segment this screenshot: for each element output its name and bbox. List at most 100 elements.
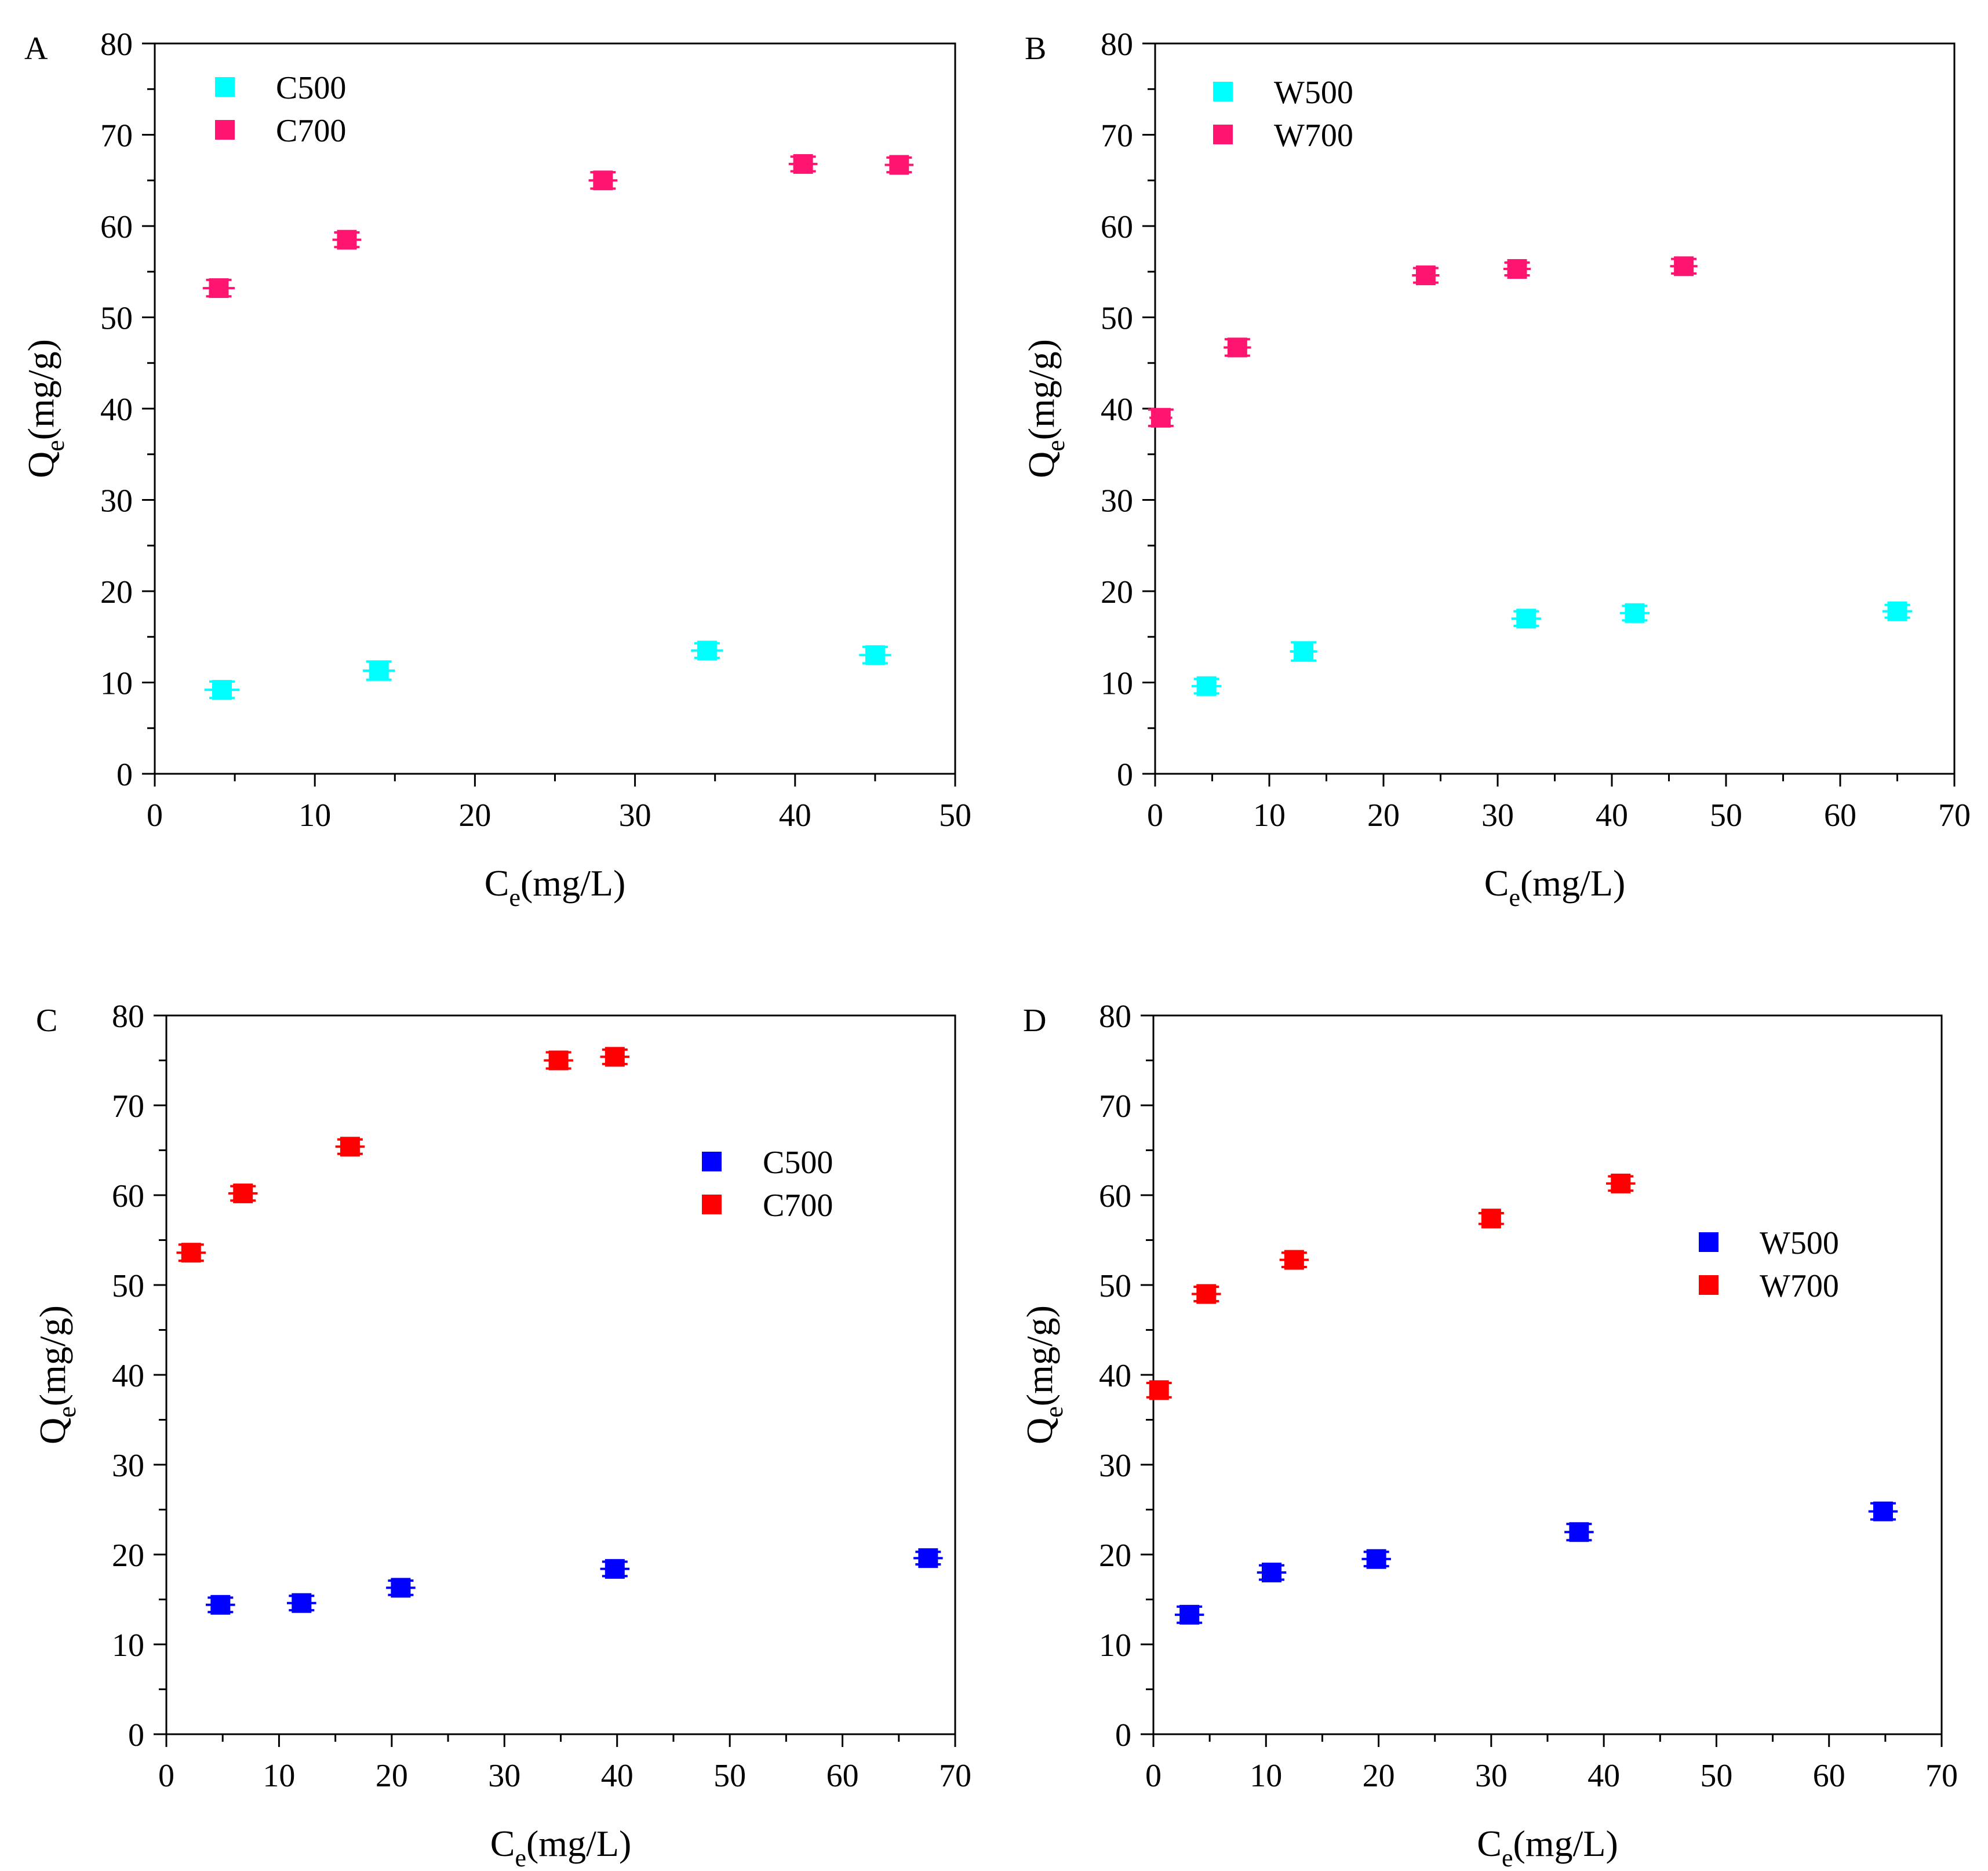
x-axis-label-main: C (485, 862, 509, 904)
y-tick-label: 80 (112, 999, 144, 1035)
x-axis-label-main: C (1477, 1823, 1502, 1864)
y-tick-label: 20 (1099, 1538, 1131, 1574)
y-tick-label: 70 (1099, 1089, 1131, 1124)
data-point (1503, 259, 1531, 279)
y-tick-label: 60 (112, 1178, 144, 1214)
point-marker (391, 1578, 411, 1598)
point-marker (605, 1047, 625, 1067)
data-point (1478, 1208, 1504, 1229)
chart-panel-b: B0 10 20 30 40 50 60 7001020304050607080Ce(mg/L… (1021, 27, 1971, 912)
point-marker (697, 640, 717, 661)
point-marker (793, 154, 813, 174)
data-point (1146, 1380, 1172, 1400)
data-point (1619, 603, 1650, 623)
y-tick-label: 10 (112, 1628, 144, 1663)
y-axis-label-sub: e (1042, 440, 1070, 452)
y-tick-label: 70 (1101, 118, 1133, 154)
x-axis-label-unit: (mg/L) (1520, 862, 1625, 904)
x-tick-label: 50 (939, 798, 971, 833)
y-tick-label: 60 (1101, 209, 1133, 245)
x-tick-label: 50 (1710, 798, 1742, 833)
y-tick-label: 0 (1115, 1717, 1131, 1753)
plot-frame (1152, 1014, 1943, 1735)
point-marker (1284, 1250, 1304, 1270)
x-axis-label-unit: (mg/L) (520, 862, 625, 904)
x-axis-label: Ce(mg/L) (485, 862, 626, 912)
data-point (1257, 1563, 1287, 1582)
data-point (1882, 601, 1913, 621)
chart-panel-a: A0 10 20 30 40 5001020304050607080Ce(mg/L)Qe(… (20, 27, 971, 912)
x-tick-label: 20 (376, 1758, 408, 1794)
y-tick-label: 10 (100, 666, 133, 702)
y-tick-label: 60 (1099, 1178, 1131, 1214)
x-axis-label-main: C (1484, 862, 1509, 904)
x-axis-label-sub: e (509, 883, 520, 912)
y-tick-label: 10 (1099, 1628, 1131, 1663)
point-marker (1149, 1380, 1169, 1400)
x-tick-label: 50 (1700, 1758, 1732, 1794)
y-axis-label-unit: (mg/g) (32, 1305, 73, 1406)
data-point (1868, 1501, 1898, 1521)
point-marker (889, 155, 909, 175)
point-marker (548, 1050, 569, 1071)
data-point (1606, 1173, 1636, 1193)
legend-label: C500 (276, 70, 346, 106)
x-tick-label: 70 (1925, 1758, 1958, 1794)
data-point (1511, 609, 1541, 629)
point-marker (369, 661, 389, 681)
y-tick-label: 50 (100, 301, 133, 337)
y-tick-label: 20 (100, 574, 133, 610)
y-axis-label-main: Q (32, 1418, 73, 1444)
x-tick-label: 20 (1363, 1758, 1395, 1794)
x-tick-label: 40 (601, 1758, 633, 1794)
x-tick-label: 0 (1147, 798, 1163, 833)
y-tick-label: 10 (1101, 666, 1133, 702)
data-point (600, 1559, 630, 1579)
data-point (363, 660, 395, 681)
x-tick-label: 30 (619, 798, 651, 833)
x-axis-label-sub: e (1509, 883, 1520, 912)
y-tick-label: 0 (1117, 757, 1133, 793)
point-marker (1873, 1501, 1893, 1521)
legend-label: C700 (276, 113, 346, 149)
point-marker (340, 1137, 360, 1157)
point-marker (1262, 1563, 1281, 1582)
legend-marker (215, 77, 235, 97)
y-tick-label: 50 (112, 1268, 144, 1304)
point-marker (1481, 1208, 1501, 1229)
x-tick-label: 0 (158, 1758, 174, 1794)
legend-label: C500 (763, 1145, 833, 1181)
legend-marker (1699, 1275, 1718, 1295)
point-marker (1294, 641, 1314, 661)
x-tick-label: 20 (458, 798, 491, 833)
legend-marker (215, 120, 235, 140)
chart-panel-c: C0 10 20 30 40 50 60 7001020304050607080Ce(mg/L… (32, 999, 971, 1871)
y-tick-label: 20 (1101, 574, 1133, 610)
point-marker (1516, 609, 1536, 629)
point-marker (1366, 1549, 1386, 1569)
x-axis-label-sub: e (515, 1844, 526, 1871)
point-marker (212, 680, 232, 700)
y-tick-label: 30 (1099, 1448, 1131, 1484)
y-tick-label: 50 (1099, 1268, 1131, 1304)
legend-label: C700 (763, 1188, 833, 1224)
y-axis-label-unit: (mg/g) (1021, 339, 1062, 440)
point-marker (1179, 1604, 1200, 1625)
legend-marker (1699, 1232, 1718, 1252)
data-point (287, 1593, 316, 1613)
point-marker (233, 1183, 253, 1203)
point-marker (1196, 676, 1217, 696)
point-marker (605, 1559, 625, 1579)
y-axis-label: Qe(mg/g) (20, 339, 70, 478)
x-tick-label: 0 (1145, 1758, 1162, 1794)
legend-marker (1213, 82, 1233, 101)
plot-frame (154, 42, 956, 775)
x-tick-label: 10 (263, 1758, 295, 1794)
point-marker (210, 1595, 231, 1615)
y-axis-label-main: Q (1021, 452, 1062, 478)
x-tick-label: 30 (488, 1758, 520, 1794)
point-marker (1887, 601, 1907, 621)
data-point (1174, 1604, 1204, 1625)
point-marker (1196, 1284, 1217, 1304)
